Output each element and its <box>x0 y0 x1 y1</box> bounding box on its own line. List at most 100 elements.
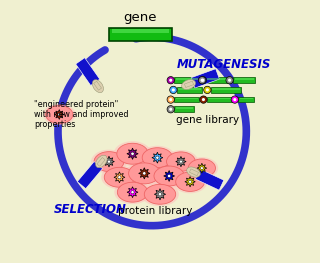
Circle shape <box>108 160 110 163</box>
Bar <box>211 87 241 93</box>
Polygon shape <box>104 156 114 167</box>
Polygon shape <box>76 58 100 85</box>
Bar <box>176 98 198 99</box>
Polygon shape <box>139 168 150 179</box>
Bar <box>174 107 194 112</box>
Bar <box>176 78 198 80</box>
Circle shape <box>143 172 146 175</box>
Circle shape <box>201 79 204 82</box>
Bar <box>112 29 169 33</box>
Ellipse shape <box>176 172 204 191</box>
Bar <box>206 77 231 83</box>
Circle shape <box>233 98 236 101</box>
Circle shape <box>200 96 207 103</box>
Ellipse shape <box>94 152 124 171</box>
Bar <box>207 78 229 80</box>
Ellipse shape <box>188 159 215 177</box>
Text: "engineered protein"
with new and improved
properties: "engineered protein" with new and improv… <box>35 100 129 129</box>
Ellipse shape <box>92 80 103 93</box>
Circle shape <box>131 191 134 194</box>
Polygon shape <box>185 176 195 187</box>
Bar <box>176 107 193 109</box>
Circle shape <box>168 174 171 178</box>
Ellipse shape <box>151 164 188 188</box>
Polygon shape <box>54 110 64 119</box>
Bar <box>240 98 253 99</box>
Text: gene library: gene library <box>176 115 239 125</box>
Bar <box>235 78 254 80</box>
Ellipse shape <box>187 167 200 177</box>
Ellipse shape <box>114 180 151 204</box>
Ellipse shape <box>91 150 127 174</box>
Ellipse shape <box>141 182 179 206</box>
Polygon shape <box>196 169 224 190</box>
Circle shape <box>167 106 174 113</box>
Ellipse shape <box>117 143 148 164</box>
Circle shape <box>231 96 238 103</box>
Text: gene: gene <box>124 11 157 24</box>
Text: SELECTION: SELECTION <box>54 204 127 216</box>
Circle shape <box>167 96 174 103</box>
Ellipse shape <box>114 141 151 166</box>
Circle shape <box>118 176 121 179</box>
Circle shape <box>202 98 205 101</box>
Circle shape <box>170 86 177 94</box>
Circle shape <box>201 79 204 82</box>
Polygon shape <box>184 81 194 88</box>
Polygon shape <box>127 187 138 198</box>
Bar <box>174 97 199 103</box>
Polygon shape <box>154 189 166 200</box>
Ellipse shape <box>96 155 107 168</box>
Polygon shape <box>97 158 105 166</box>
Ellipse shape <box>46 106 73 123</box>
Ellipse shape <box>142 148 172 168</box>
Bar <box>174 77 199 83</box>
Ellipse shape <box>104 167 135 187</box>
Circle shape <box>228 79 231 82</box>
Circle shape <box>169 98 172 101</box>
Bar <box>208 98 231 99</box>
Circle shape <box>198 77 206 84</box>
Polygon shape <box>127 148 138 159</box>
Circle shape <box>131 152 134 155</box>
Ellipse shape <box>125 161 163 186</box>
Circle shape <box>58 113 61 116</box>
Circle shape <box>180 160 182 163</box>
Polygon shape <box>77 161 102 189</box>
Text: protein library: protein library <box>117 206 192 216</box>
Circle shape <box>156 156 159 159</box>
Circle shape <box>169 108 172 111</box>
Polygon shape <box>164 170 175 181</box>
Ellipse shape <box>186 157 218 179</box>
Ellipse shape <box>43 104 76 125</box>
Bar <box>177 87 202 93</box>
Polygon shape <box>176 156 186 167</box>
Circle shape <box>206 88 209 92</box>
Ellipse shape <box>182 79 196 89</box>
Ellipse shape <box>139 146 176 170</box>
Ellipse shape <box>173 170 207 193</box>
Circle shape <box>226 77 233 84</box>
Polygon shape <box>94 81 101 90</box>
Ellipse shape <box>117 182 148 202</box>
Polygon shape <box>197 163 207 173</box>
Bar <box>212 88 240 90</box>
Text: MUTAGENESIS: MUTAGENESIS <box>177 58 271 71</box>
Circle shape <box>204 86 211 94</box>
Polygon shape <box>114 172 125 183</box>
Ellipse shape <box>129 163 160 184</box>
Bar <box>238 97 254 103</box>
Bar <box>207 97 232 103</box>
Circle shape <box>188 180 192 183</box>
Bar <box>233 77 255 83</box>
Circle shape <box>158 193 162 196</box>
Circle shape <box>169 79 172 82</box>
Polygon shape <box>189 169 198 176</box>
Ellipse shape <box>144 184 176 204</box>
Ellipse shape <box>101 165 138 189</box>
Bar <box>109 28 172 41</box>
Bar <box>178 88 201 90</box>
Ellipse shape <box>164 150 198 173</box>
Ellipse shape <box>166 152 195 171</box>
Polygon shape <box>191 69 220 88</box>
